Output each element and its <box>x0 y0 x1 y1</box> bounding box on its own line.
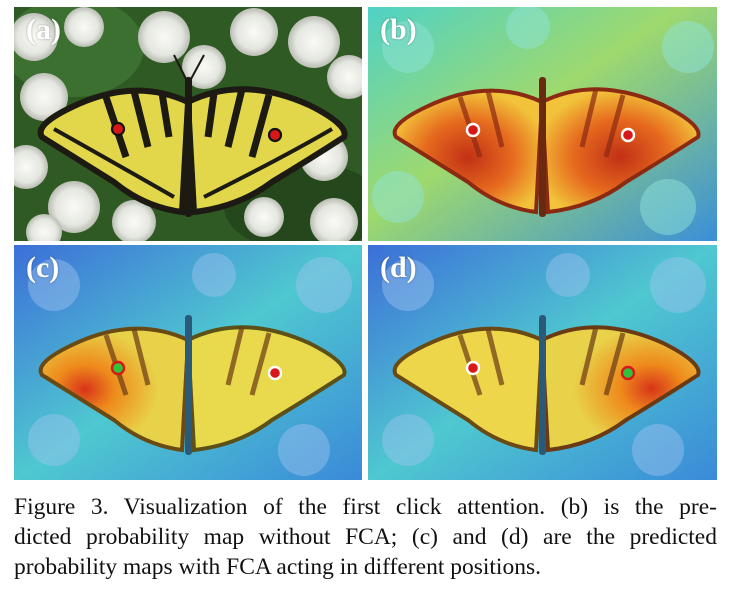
click-point-1 <box>465 122 481 138</box>
click-point-1 <box>465 360 481 376</box>
panel-c-label: (c) <box>26 251 60 284</box>
heatmap-b <box>368 7 717 241</box>
caption-line-1: Figure 3. Visualization of the first cli… <box>14 494 717 520</box>
figure-caption: Figure 3. Visualization of the first cli… <box>14 492 717 582</box>
figure: (a) <box>14 7 717 480</box>
panel-d-probability-map-fca: (d) <box>368 245 717 480</box>
click-point-2 <box>620 127 636 143</box>
panel-a-label: (a) <box>26 13 61 46</box>
click-point-fca <box>620 365 636 381</box>
click-point-2 <box>267 365 283 381</box>
butterfly-photo <box>14 7 362 241</box>
panel-a-original-image: (a) <box>14 7 362 241</box>
click-point-2 <box>267 127 283 143</box>
caption-line-2: dicted probability map without FCA; (c) … <box>14 524 717 550</box>
heatmap-d <box>368 245 717 480</box>
click-point-1 <box>110 121 126 137</box>
heatmap-c <box>14 245 362 480</box>
panel-b-label: (b) <box>380 13 417 46</box>
panel-b-probability-map: (b) <box>368 7 717 241</box>
caption-line-3: probability maps with FCA acting in diff… <box>14 554 541 580</box>
panel-d-label: (d) <box>380 251 417 284</box>
panel-c-probability-map-fca: (c) <box>14 245 362 480</box>
click-point-fca <box>110 360 126 376</box>
